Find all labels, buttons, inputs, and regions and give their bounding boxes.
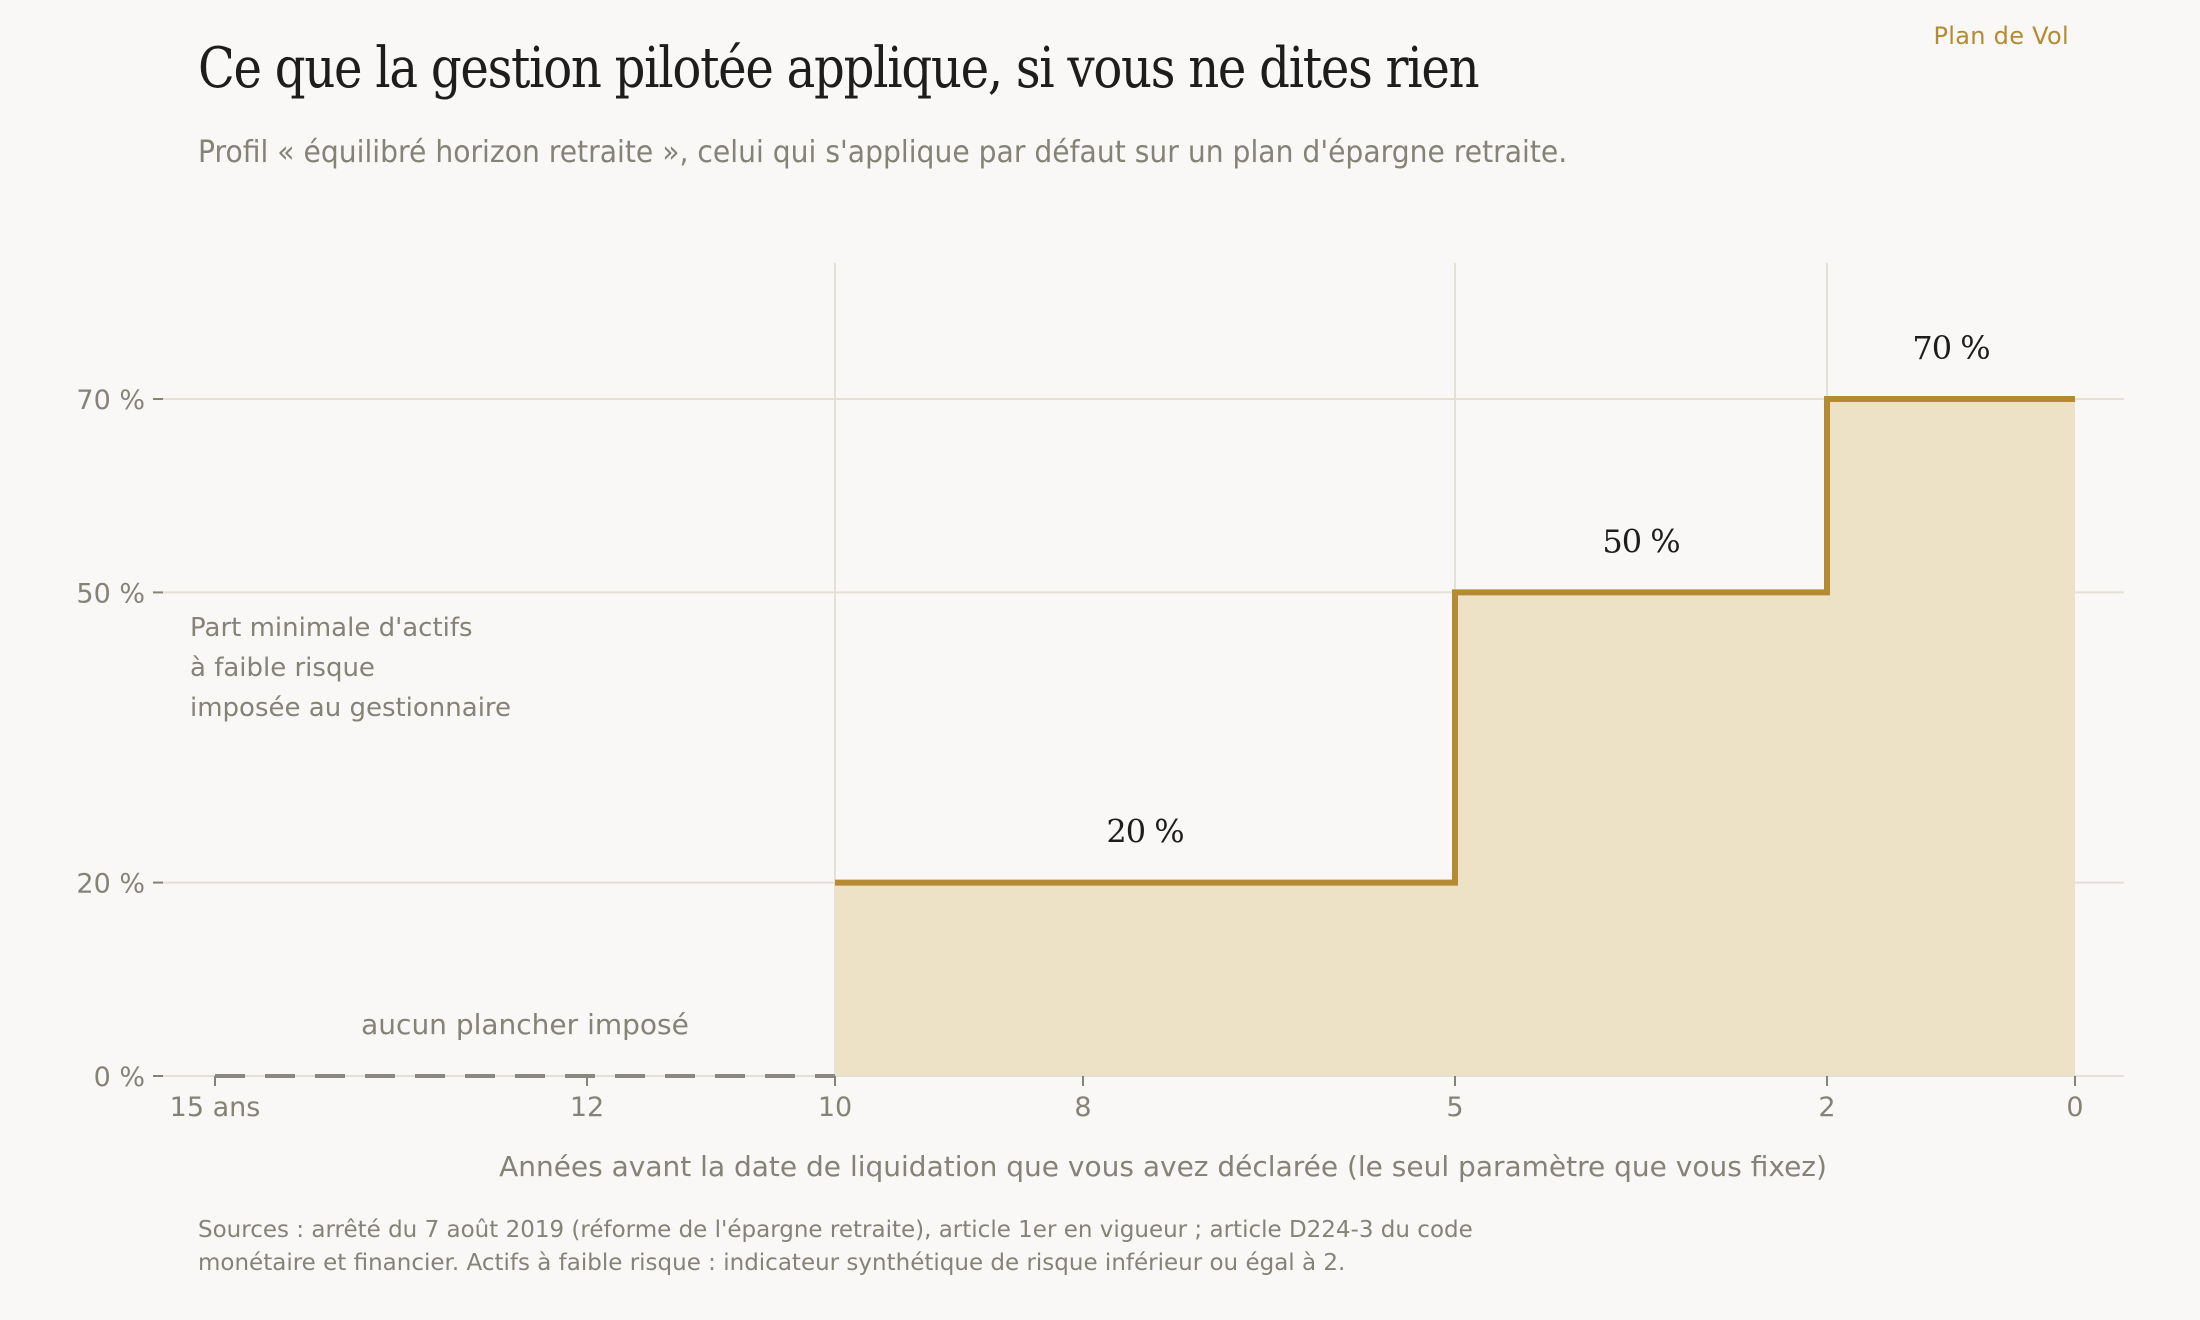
step-area-1 bbox=[835, 882, 1455, 1076]
step-area-2 bbox=[1455, 592, 1827, 1076]
x-tick-label: 0 bbox=[2066, 1092, 2083, 1123]
y-tick-label: 0 % bbox=[94, 1062, 145, 1093]
x-tick-label: 8 bbox=[1074, 1092, 1091, 1123]
x-tick-label: 15 ans bbox=[170, 1092, 261, 1123]
brand-label: Plan de Vol bbox=[1933, 22, 2069, 50]
step-annotation: aucun plancher imposé bbox=[361, 1008, 689, 1041]
data-label: 20 % bbox=[1106, 813, 1183, 851]
sources-line-2: monétaire et financier. Actifs à faible … bbox=[198, 1250, 1346, 1276]
x-tick-label: 10 bbox=[818, 1092, 852, 1123]
step-area-3 bbox=[1827, 399, 2075, 1076]
x-tick-label: 2 bbox=[1818, 1092, 1835, 1123]
y-axis-label-line: Part minimale d'actifs bbox=[190, 613, 473, 643]
y-axis-label-line: à faible risque bbox=[190, 653, 375, 683]
data-label: 70 % bbox=[1912, 329, 1989, 367]
x-tick-label: 12 bbox=[570, 1092, 604, 1123]
y-tick-label: 50 % bbox=[76, 578, 145, 609]
sources-line-1: Sources : arrêté du 7 août 2019 (réforme… bbox=[198, 1217, 1473, 1243]
sources-note: Sources : arrêté du 7 août 2019 (réforme… bbox=[198, 1214, 1598, 1280]
y-tick-label: 20 % bbox=[76, 869, 145, 900]
x-axis-label: Années avant la date de liquidation que … bbox=[499, 1150, 1827, 1183]
step-line bbox=[835, 396, 2075, 886]
y-tick-label: 70 % bbox=[76, 385, 145, 416]
chart-subtitle: Profil « équilibré horizon retraite », c… bbox=[198, 135, 1568, 170]
y-axis-label-line: imposée au gestionnaire bbox=[190, 693, 511, 723]
chart-title: Ce que la gestion pilotée applique, si v… bbox=[198, 36, 1480, 101]
x-tick-label: 5 bbox=[1446, 1092, 1463, 1123]
data-label: 50 % bbox=[1602, 522, 1679, 560]
